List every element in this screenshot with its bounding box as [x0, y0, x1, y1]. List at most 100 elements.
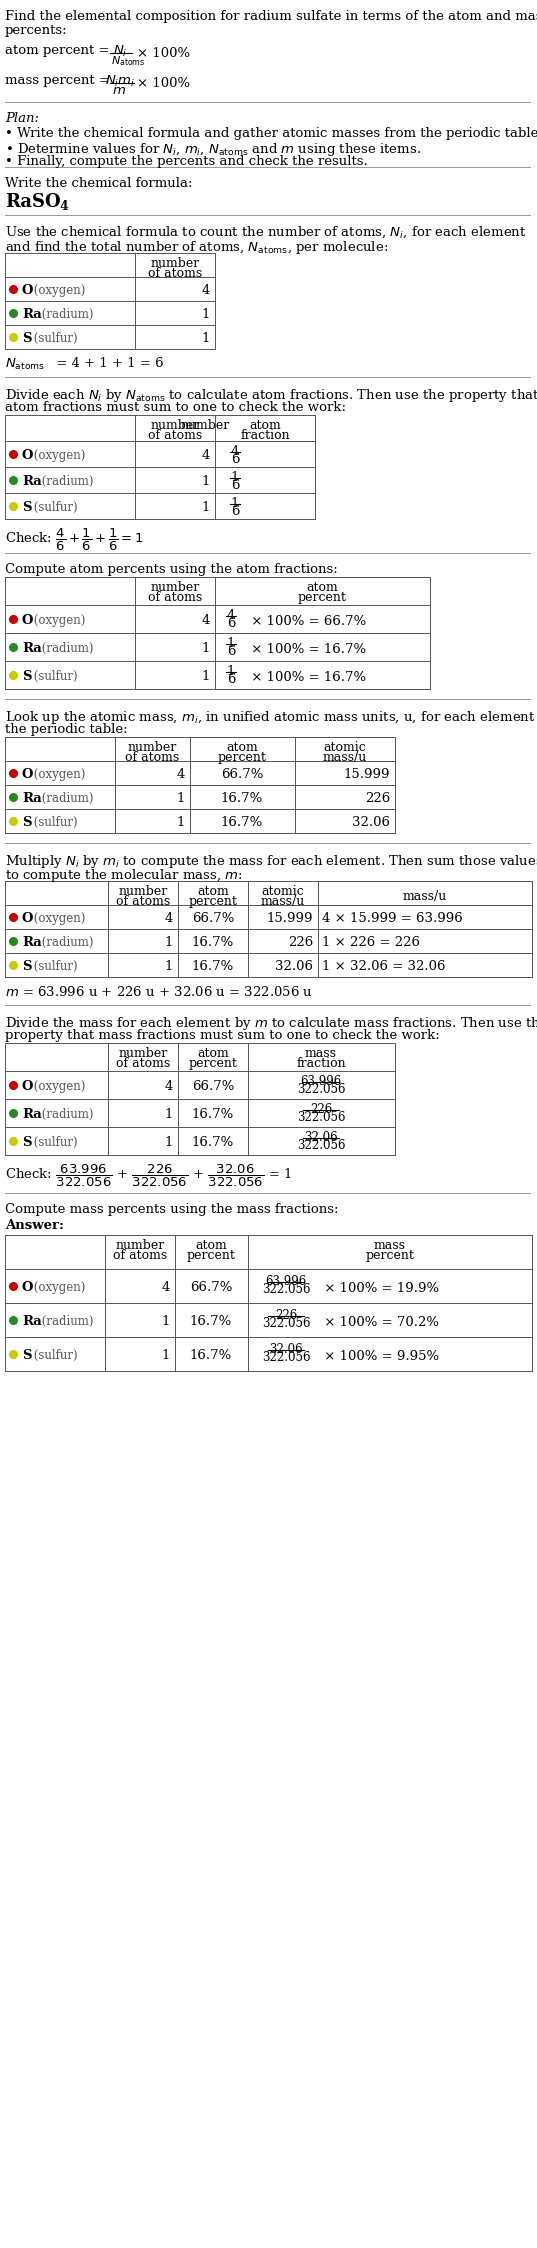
- Text: 1: 1: [231, 497, 239, 510]
- Text: O: O: [22, 769, 33, 780]
- Text: atom: atom: [197, 1048, 229, 1061]
- Text: 1: 1: [177, 791, 185, 805]
- Text: 4: 4: [177, 769, 185, 780]
- Text: of atoms: of atoms: [113, 1250, 167, 1261]
- Text: $N_i m_i$: $N_i m_i$: [105, 74, 135, 90]
- Text: fraction: fraction: [296, 1057, 346, 1070]
- Text: Ra: Ra: [22, 935, 42, 949]
- Text: S: S: [22, 1349, 32, 1362]
- Text: the periodic table:: the periodic table:: [5, 724, 128, 735]
- Text: S: S: [22, 501, 32, 515]
- Text: S: S: [22, 816, 32, 830]
- Text: (radium): (radium): [38, 1108, 93, 1122]
- Text: 1: 1: [227, 636, 235, 650]
- Text: 322.056: 322.056: [262, 1317, 310, 1331]
- Text: 4: 4: [201, 614, 210, 627]
- Text: Check: $\dfrac{63.996}{322.056}$ + $\dfrac{226}{322.056}$ + $\dfrac{32.06}{322.0: Check: $\dfrac{63.996}{322.056}$ + $\dfr…: [5, 1162, 292, 1189]
- Text: mass/u: mass/u: [403, 890, 447, 904]
- Text: and find the total number of atoms, $N_\mathrm{atoms}$, per molecule:: and find the total number of atoms, $N_\…: [5, 238, 388, 256]
- Text: Ra: Ra: [22, 308, 42, 321]
- Text: 226: 226: [310, 1104, 332, 1115]
- Text: 66.7%: 66.7%: [221, 769, 263, 780]
- Text: of atoms: of atoms: [116, 1057, 170, 1070]
- Text: Ra: Ra: [22, 791, 42, 805]
- Text: × 100% = 66.7%: × 100% = 66.7%: [247, 616, 366, 627]
- Text: Check: $\dfrac{4}{6} + \dfrac{1}{6} + \dfrac{1}{6} = 1$: Check: $\dfrac{4}{6} + \dfrac{1}{6} + \d…: [5, 526, 144, 553]
- Text: 1: 1: [201, 333, 210, 344]
- Text: atom: atom: [195, 1239, 227, 1252]
- Text: 4: 4: [201, 450, 210, 463]
- Text: 15.999: 15.999: [344, 769, 390, 780]
- Text: 1: 1: [162, 1315, 170, 1329]
- Text: 63.996: 63.996: [300, 1075, 342, 1088]
- Text: 16.7%: 16.7%: [192, 935, 234, 949]
- Text: percent: percent: [297, 591, 346, 605]
- Text: 16.7%: 16.7%: [192, 1108, 234, 1122]
- Text: of atoms: of atoms: [116, 895, 170, 908]
- Text: 66.7%: 66.7%: [192, 1079, 234, 1093]
- Text: 1: 1: [201, 474, 210, 488]
- Text: $N_\mathrm{atoms}$: $N_\mathrm{atoms}$: [111, 54, 145, 67]
- Text: Multiply $N_i$ by $m_i$ to compute the mass for each element. Then sum those val: Multiply $N_i$ by $m_i$ to compute the m…: [5, 852, 537, 870]
- Text: (radium): (radium): [38, 1315, 93, 1329]
- Text: mass: mass: [374, 1239, 406, 1252]
- Text: (oxygen): (oxygen): [30, 769, 85, 780]
- Text: 1: 1: [201, 308, 210, 321]
- Text: percents:: percents:: [5, 25, 68, 36]
- Text: S: S: [22, 333, 32, 344]
- Text: O: O: [22, 283, 33, 297]
- Text: (oxygen): (oxygen): [30, 450, 85, 463]
- Text: 4: 4: [201, 283, 210, 297]
- Text: 6: 6: [231, 506, 240, 517]
- Text: • Finally, compute the percents and check the results.: • Finally, compute the percents and chec…: [5, 155, 368, 169]
- Text: × 100% = 70.2%: × 100% = 70.2%: [320, 1315, 439, 1329]
- Text: 6: 6: [231, 479, 240, 492]
- Text: 32.06: 32.06: [269, 1342, 303, 1356]
- Text: Ra: Ra: [22, 1315, 42, 1329]
- Text: atom fractions must sum to one to check the work:: atom fractions must sum to one to check …: [5, 400, 346, 414]
- Text: 1: 1: [162, 1349, 170, 1362]
- Text: O: O: [22, 1079, 33, 1093]
- Text: mass percent =: mass percent =: [5, 74, 114, 88]
- Text: (sulfur): (sulfur): [30, 670, 78, 683]
- Text: atom percent =: atom percent =: [5, 45, 114, 56]
- Text: 322.056: 322.056: [262, 1351, 310, 1365]
- Text: • Determine values for $N_i$, $m_i$, $N_\mathrm{atoms}$ and $m$ using these item: • Determine values for $N_i$, $m_i$, $N_…: [5, 142, 421, 157]
- Text: 226: 226: [275, 1308, 297, 1322]
- Text: Look up the atomic mass, $m_i$, in unified atomic mass units, u, for each elemen: Look up the atomic mass, $m_i$, in unifi…: [5, 708, 537, 726]
- Text: 1: 1: [177, 816, 185, 830]
- Text: (radium): (radium): [38, 935, 93, 949]
- Text: 32.06: 32.06: [352, 816, 390, 830]
- Text: Use the chemical formula to count the number of atoms, $N_i$, for each element: Use the chemical formula to count the nu…: [5, 225, 527, 241]
- Text: (oxygen): (oxygen): [30, 614, 85, 627]
- Text: percent: percent: [366, 1250, 415, 1261]
- Text: (oxygen): (oxygen): [30, 1281, 85, 1295]
- Text: Answer:: Answer:: [5, 1218, 64, 1232]
- Text: 6: 6: [227, 645, 235, 659]
- Text: mass/u: mass/u: [261, 895, 305, 908]
- Text: number: number: [118, 886, 168, 897]
- Text: RaSO: RaSO: [5, 193, 61, 211]
- Text: 16.7%: 16.7%: [192, 1135, 234, 1149]
- Text: of atoms: of atoms: [148, 591, 202, 605]
- Text: 4 × 15.999 = 63.996: 4 × 15.999 = 63.996: [322, 913, 463, 924]
- Text: 322.056: 322.056: [262, 1284, 310, 1297]
- Text: (oxygen): (oxygen): [30, 1079, 85, 1093]
- Text: O: O: [22, 450, 33, 463]
- Text: $m$ = 63.996 u + 226 u + 32.06 u = 322.056 u: $m$ = 63.996 u + 226 u + 32.06 u = 322.0…: [5, 985, 313, 998]
- Text: 322.056: 322.056: [297, 1111, 345, 1124]
- Text: 1 × 32.06 = 32.06: 1 × 32.06 = 32.06: [322, 960, 446, 973]
- Text: number: number: [118, 1048, 168, 1061]
- Text: (sulfur): (sulfur): [30, 1135, 78, 1149]
- Text: $N_\mathrm{atoms}$: $N_\mathrm{atoms}$: [5, 357, 45, 373]
- Text: 226: 226: [288, 935, 313, 949]
- Text: to compute the molecular mass, $m$:: to compute the molecular mass, $m$:: [5, 868, 243, 883]
- Text: 1: 1: [165, 1135, 173, 1149]
- Text: 4: 4: [162, 1281, 170, 1295]
- Text: 4: 4: [165, 1079, 173, 1093]
- Text: $N_i$: $N_i$: [113, 45, 127, 58]
- Text: atom: atom: [249, 418, 281, 432]
- Text: 1: 1: [201, 643, 210, 654]
- Text: 6: 6: [227, 672, 235, 686]
- Text: $m$: $m$: [112, 83, 126, 97]
